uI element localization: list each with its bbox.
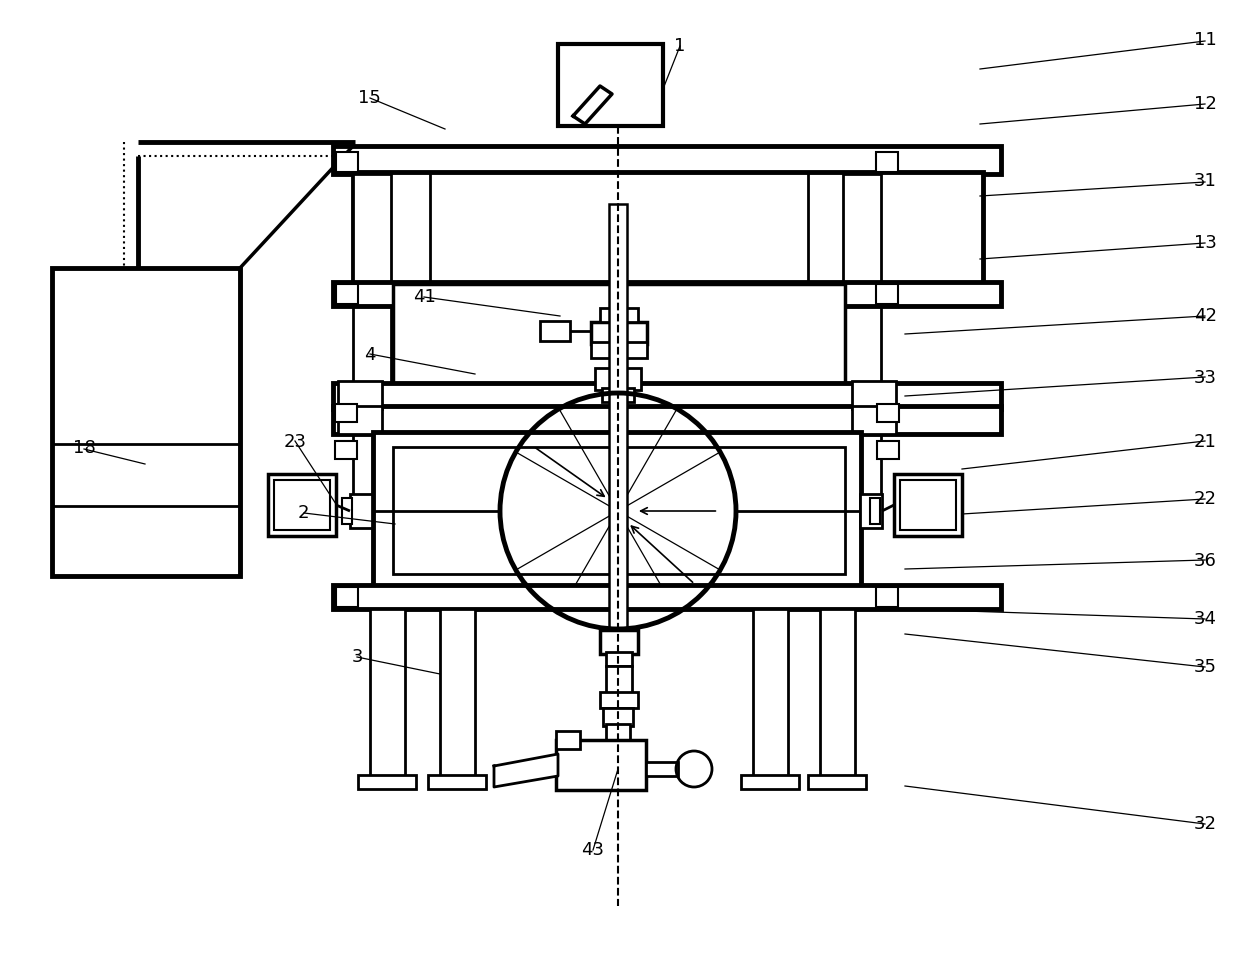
- Text: 34: 34: [1194, 610, 1216, 628]
- Bar: [334, 383, 1001, 409]
- Bar: [600, 692, 639, 708]
- Bar: [556, 731, 580, 749]
- Text: 4: 4: [363, 346, 376, 363]
- Text: 42: 42: [1194, 308, 1216, 325]
- Bar: [603, 708, 632, 726]
- Bar: [753, 609, 787, 779]
- Bar: [591, 342, 647, 358]
- Bar: [335, 404, 357, 422]
- Bar: [852, 406, 897, 434]
- Text: 23: 23: [284, 433, 306, 450]
- Text: 43: 43: [582, 842, 604, 859]
- Bar: [875, 152, 898, 172]
- Bar: [646, 762, 678, 776]
- Bar: [440, 609, 475, 779]
- Bar: [808, 775, 866, 789]
- Bar: [350, 494, 372, 528]
- Text: 21: 21: [1194, 433, 1216, 450]
- Bar: [900, 480, 956, 530]
- Bar: [591, 322, 647, 344]
- Bar: [336, 284, 358, 304]
- Bar: [609, 204, 627, 764]
- Text: 18: 18: [73, 440, 95, 457]
- Bar: [336, 152, 358, 172]
- Bar: [274, 480, 330, 530]
- Text: 2: 2: [298, 504, 310, 522]
- Bar: [268, 474, 336, 536]
- Bar: [600, 308, 639, 322]
- Bar: [601, 388, 634, 402]
- Text: 1: 1: [673, 38, 686, 55]
- Bar: [334, 282, 1001, 306]
- Bar: [820, 609, 856, 779]
- Bar: [875, 587, 898, 607]
- Bar: [358, 775, 415, 789]
- Bar: [334, 406, 1001, 434]
- Bar: [870, 498, 880, 524]
- Text: 36: 36: [1194, 552, 1216, 570]
- Bar: [539, 321, 570, 341]
- Text: 15: 15: [358, 90, 381, 107]
- Bar: [334, 585, 1001, 609]
- Bar: [556, 740, 646, 790]
- Bar: [353, 174, 391, 504]
- Bar: [353, 172, 983, 284]
- Bar: [336, 587, 358, 607]
- Bar: [852, 381, 897, 409]
- Text: 13: 13: [1194, 234, 1216, 252]
- Bar: [558, 44, 663, 126]
- Bar: [373, 432, 861, 589]
- Bar: [843, 174, 880, 504]
- Polygon shape: [573, 86, 613, 124]
- Bar: [877, 441, 899, 459]
- Polygon shape: [494, 754, 558, 787]
- Bar: [393, 447, 844, 574]
- Text: 33: 33: [1194, 369, 1216, 387]
- Bar: [877, 404, 899, 422]
- Text: 11: 11: [1194, 32, 1216, 49]
- Bar: [52, 268, 241, 576]
- Bar: [606, 666, 632, 694]
- Bar: [428, 775, 486, 789]
- Bar: [342, 498, 352, 524]
- Bar: [339, 406, 382, 434]
- Bar: [339, 381, 382, 409]
- Text: 35: 35: [1194, 658, 1216, 676]
- Bar: [393, 284, 844, 384]
- Bar: [742, 775, 799, 789]
- Text: 22: 22: [1194, 491, 1216, 508]
- Bar: [606, 724, 630, 742]
- Text: 41: 41: [413, 288, 435, 306]
- Text: 31: 31: [1194, 173, 1216, 190]
- Bar: [595, 368, 641, 390]
- Text: 32: 32: [1194, 816, 1216, 833]
- Bar: [861, 494, 882, 528]
- Bar: [335, 441, 357, 459]
- Bar: [875, 284, 898, 304]
- Bar: [606, 652, 632, 666]
- Text: 12: 12: [1194, 95, 1216, 113]
- Bar: [600, 630, 639, 654]
- Bar: [370, 609, 405, 779]
- Bar: [894, 474, 962, 536]
- Text: 3: 3: [351, 649, 363, 666]
- Bar: [334, 146, 1001, 174]
